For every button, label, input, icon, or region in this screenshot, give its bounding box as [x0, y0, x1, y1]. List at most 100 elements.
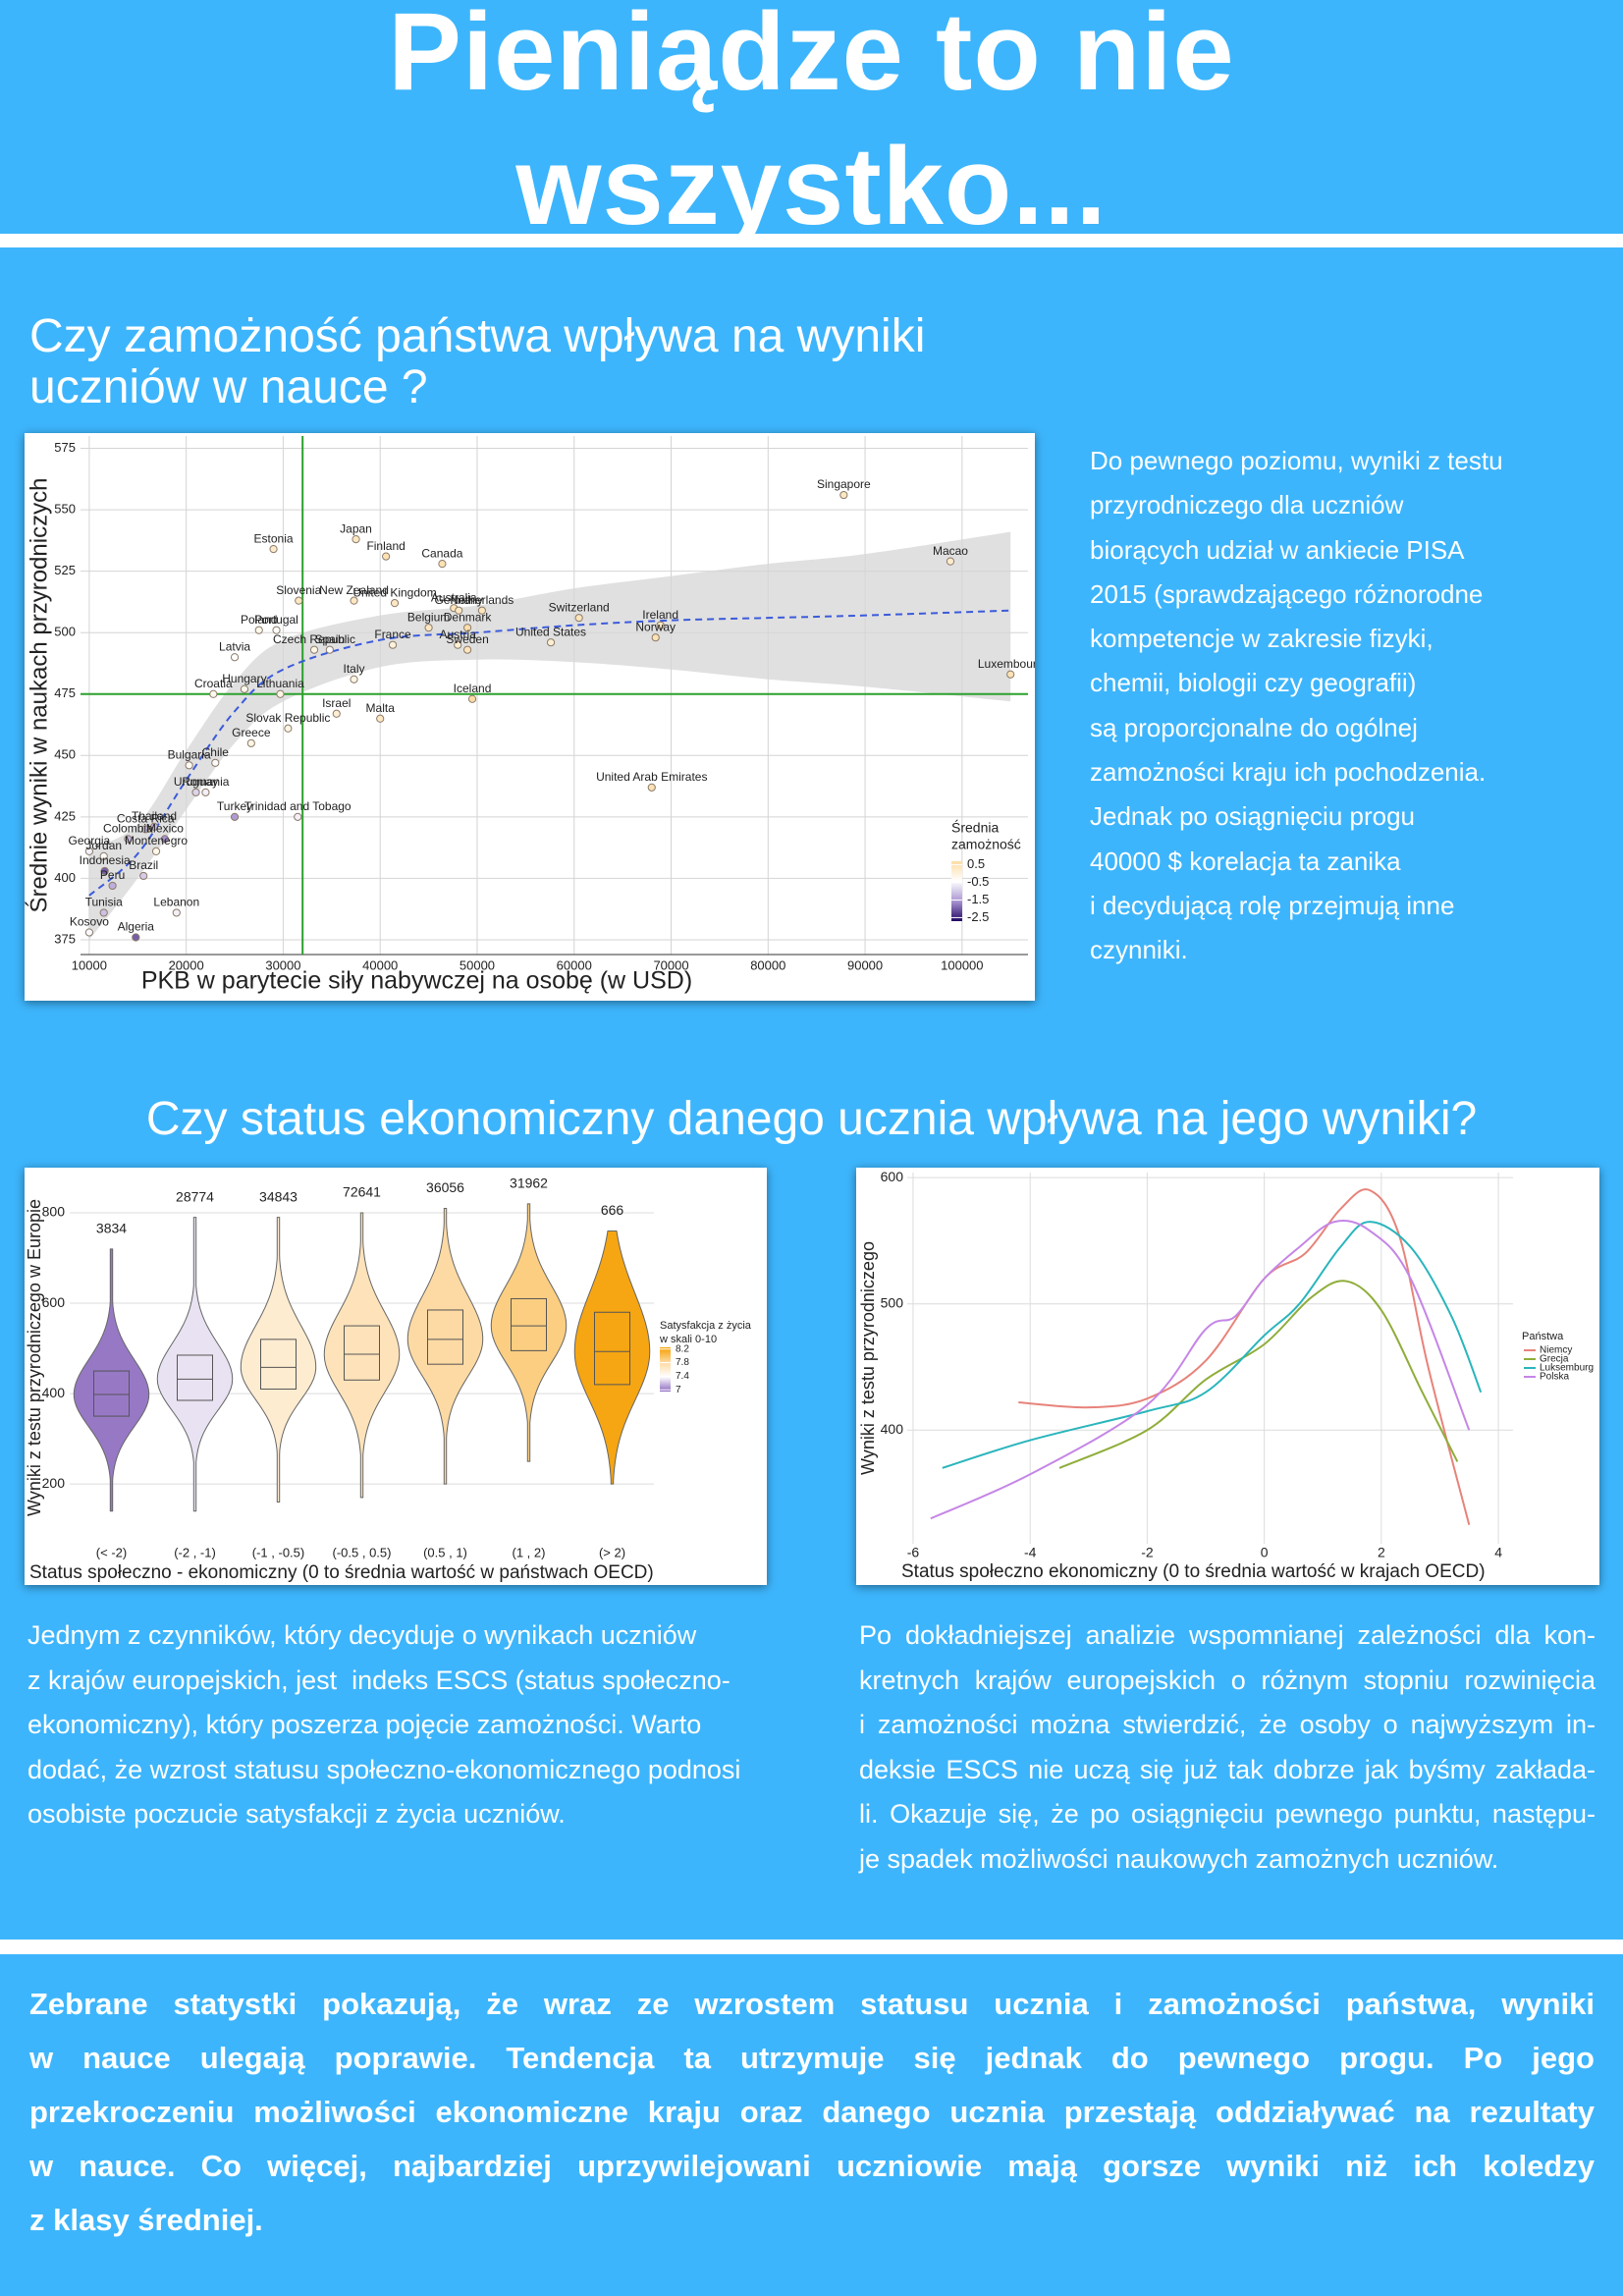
- point: [295, 596, 303, 605]
- point-label: Lebanon: [153, 896, 199, 909]
- x-tick-label: 4: [1494, 1545, 1502, 1560]
- text-line: li. Okazuje się, że po osiągnięciu pewne…: [859, 1799, 1596, 1829]
- point-label: Turkey: [217, 799, 252, 813]
- legend-title: w skali 0-10: [659, 1334, 717, 1345]
- point-label: Ireland: [642, 608, 678, 622]
- x-axis-title: PKB w parytecie siły nabywczej na osobę …: [141, 967, 692, 995]
- count-label: 36056: [426, 1179, 464, 1195]
- colorbar-label: 0.5: [967, 856, 985, 871]
- point-label: Denmark: [444, 610, 493, 624]
- point-label: Luxembourg: [978, 657, 1035, 671]
- x-tick-label: (-0.5 , 0.5): [333, 1545, 392, 1559]
- point-label: Bulgaria: [168, 747, 211, 761]
- y-tick-label: 400: [881, 1421, 904, 1437]
- point-label: Australia: [431, 590, 477, 604]
- legend-label: Grecja: [1540, 1354, 1569, 1365]
- point-label: United Arab Emirates: [596, 770, 707, 784]
- scatter-card: 10000 20000 30000 40000 50000 60000 70000 80000…: [25, 433, 1035, 1001]
- point-label: Montenegro: [125, 834, 188, 847]
- x-tick-label: (-1 , -0.5): [252, 1545, 304, 1559]
- point: [254, 626, 263, 634]
- point-label: United Kingdom: [352, 585, 436, 599]
- section-heading: Czy zamożność państwa wpływa na wyniki uc…: [29, 311, 925, 413]
- violin: [490, 1203, 568, 1462]
- box: [344, 1325, 380, 1381]
- point-label: Sweden: [446, 632, 488, 646]
- point-label: Tunisia: [85, 896, 124, 909]
- x-tick-label: 70000: [653, 957, 688, 972]
- point-label: Canada: [421, 546, 462, 560]
- point: [647, 783, 656, 792]
- legend-label: Polska: [1540, 1372, 1569, 1383]
- box: [260, 1339, 297, 1390]
- legend-label: Luksemburg: [1540, 1363, 1594, 1374]
- count-label: 3834: [96, 1221, 127, 1236]
- text-line: Jednym z czynników, który decyduje o wyn…: [27, 1620, 697, 1650]
- text-line: biorących udział w ankiecie PISA: [1090, 534, 1465, 565]
- text-line: ekonomiczny), który poszerza pojęcie zam…: [27, 1710, 702, 1739]
- point-label: Germany: [435, 593, 483, 607]
- point: [656, 621, 665, 629]
- point-label: Czech Republic: [273, 632, 355, 646]
- y-axis-title: Średnie wyniki w naukach przyrodniczych: [25, 478, 52, 913]
- violin: [73, 1248, 150, 1512]
- y-tick-label: 425: [54, 808, 76, 823]
- point: [546, 638, 556, 647]
- box: [93, 1370, 130, 1417]
- point: [276, 689, 285, 698]
- text-line: kretnych krajów europejskich o różnym st…: [859, 1665, 1596, 1695]
- point: [99, 851, 108, 861]
- point: [350, 675, 358, 683]
- point-label: Indonesia: [80, 853, 131, 867]
- point-label: Belgium: [407, 610, 450, 624]
- text-line: Do pewnego poziomu, wyniki z testu: [1090, 446, 1503, 475]
- point: [124, 835, 133, 844]
- point-label: Costa Rica: [117, 812, 175, 826]
- count-label: 72641: [343, 1184, 381, 1200]
- y-tick-label: 600: [881, 1169, 904, 1184]
- divider: [0, 1940, 1623, 1954]
- x-tick-label: 80000: [750, 957, 785, 972]
- text-line: przekroczeniu możliwości ekonomiczne kra…: [29, 2095, 1595, 2129]
- point: [477, 606, 487, 615]
- x-tick-label: -2: [1141, 1545, 1154, 1560]
- x-tick-label: 50000: [460, 957, 495, 972]
- point-label: Malta: [366, 701, 396, 715]
- point: [191, 788, 200, 796]
- point: [108, 881, 117, 891]
- x-tick-label: 10000: [72, 957, 107, 972]
- point-label: Japan: [340, 521, 372, 535]
- text-line: są proporcjonalne do ogólnej: [1090, 712, 1418, 742]
- text-line: czynniki.: [1090, 935, 1188, 965]
- text-line: zamożności kraju ich pochodzenia.: [1090, 757, 1487, 788]
- point-label: Croatia: [194, 677, 233, 690]
- text-line: kompetencje w zakresie fizyki,: [1090, 624, 1434, 654]
- y-tick-label: 500: [54, 625, 76, 639]
- box: [511, 1297, 547, 1351]
- text-line: i decydującą rolę przejmują inne: [1090, 890, 1455, 920]
- point-label: Macao: [933, 544, 968, 558]
- colorbar-label: 8.2: [676, 1343, 689, 1354]
- violin: [323, 1212, 401, 1499]
- x-tick-label: 40000: [362, 957, 398, 972]
- point: [139, 871, 148, 881]
- point-label: Lithuania: [256, 677, 304, 690]
- point: [454, 640, 462, 649]
- legend-title: Państwa: [1522, 1331, 1564, 1342]
- legend-title: Średnia: [951, 819, 999, 836]
- colorbar-label: -2.5: [967, 909, 989, 924]
- point: [462, 645, 472, 654]
- text-line: dodać, że wzrost statusu społeczno-ekono…: [27, 1754, 741, 1784]
- point-label: Netherlands: [451, 593, 514, 607]
- box: [427, 1309, 463, 1365]
- point-label: Iceland: [454, 682, 492, 695]
- point: [269, 545, 278, 554]
- point-label: Slovenia: [276, 583, 321, 597]
- point-label: Singapore: [817, 477, 871, 491]
- point: [309, 645, 319, 654]
- trend-line: [88, 609, 1011, 897]
- point-label: Switzerland: [549, 600, 610, 614]
- point-label: Peru: [100, 868, 125, 882]
- colorbar-label: 7: [676, 1385, 681, 1395]
